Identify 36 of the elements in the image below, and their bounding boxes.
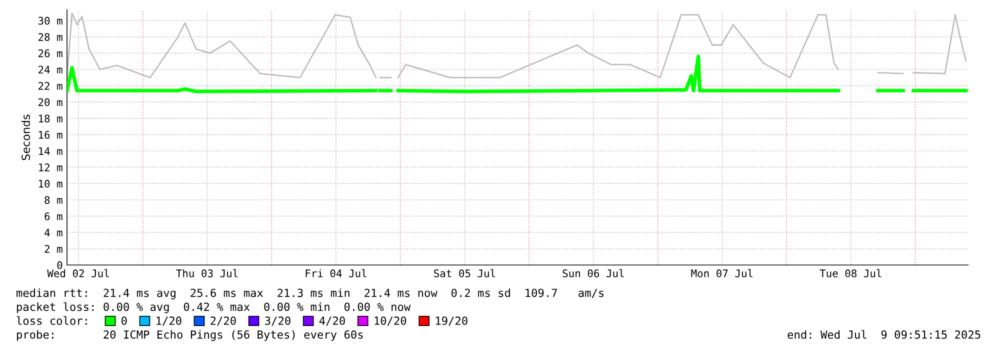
y-tick-label: 8 m [44, 196, 62, 204]
x-tick-label: Thu 03 Jul [176, 269, 238, 278]
y-tick-label: 0 [57, 261, 62, 270]
legend-title: loss color: [16, 316, 87, 325]
y-tick-label: 16 m [39, 130, 62, 139]
y-tick-label: 14 m [39, 147, 62, 155]
text: probe: 20 ICMP Echo Pings (56 Bytes) every 60s [16, 330, 363, 341]
text: packet loss: 0.00 % avg 0.42 % max 0.00 % min 0.00 % now [16, 302, 411, 314]
x-tick-label: Tue 08 Jul [820, 269, 882, 278]
x-tick-label: Fri 04 Jul [306, 269, 366, 278]
y-tick-label: 2 m [44, 244, 62, 253]
legend-label: 10/20 [374, 316, 406, 326]
y-tick-label: 18 m [39, 114, 62, 122]
y-tick-label: 30 m [38, 16, 62, 25]
x-tick-label: Mon 07 Jul [691, 269, 753, 278]
y-tick-label: 20 m [38, 98, 62, 106]
x-tick-label: Wed 02 Jul [47, 269, 109, 278]
y-tick-label: 10 m [39, 180, 62, 188]
x-tick-label: Sat 05 Jul [434, 269, 496, 278]
y-tick-label: 6 m [44, 212, 62, 220]
text: median rtt: 21.4 ms avg 25.6 ms max 21.3 ms min 21.4 ms now 0.2 ms sd 109.7 am/s [16, 288, 604, 300]
y-axis-title: Seconds [21, 114, 30, 160]
legend-label: 1/20 [156, 316, 182, 326]
legend-label: 0 [122, 316, 127, 325]
legend-label: 4/20 [319, 316, 345, 326]
y-tick-label: 12 m [39, 163, 62, 172]
x-tick-label: Sun 06 Jul [562, 269, 624, 278]
legend-label: 19/20 [436, 316, 468, 326]
y-tick-label: 24 m [38, 66, 62, 74]
text: end: Wed Jul 9 09:51:15 2025 [788, 330, 980, 339]
y-tick-label: 22 m [38, 82, 62, 90]
y-tick-label: 28 m [38, 33, 62, 41]
legend-label: 2/20 [210, 316, 236, 326]
y-tick-label: 26 m [38, 49, 62, 58]
y-tick-label: 4 m [44, 228, 62, 236]
legend-label: 3/20 [265, 316, 290, 326]
